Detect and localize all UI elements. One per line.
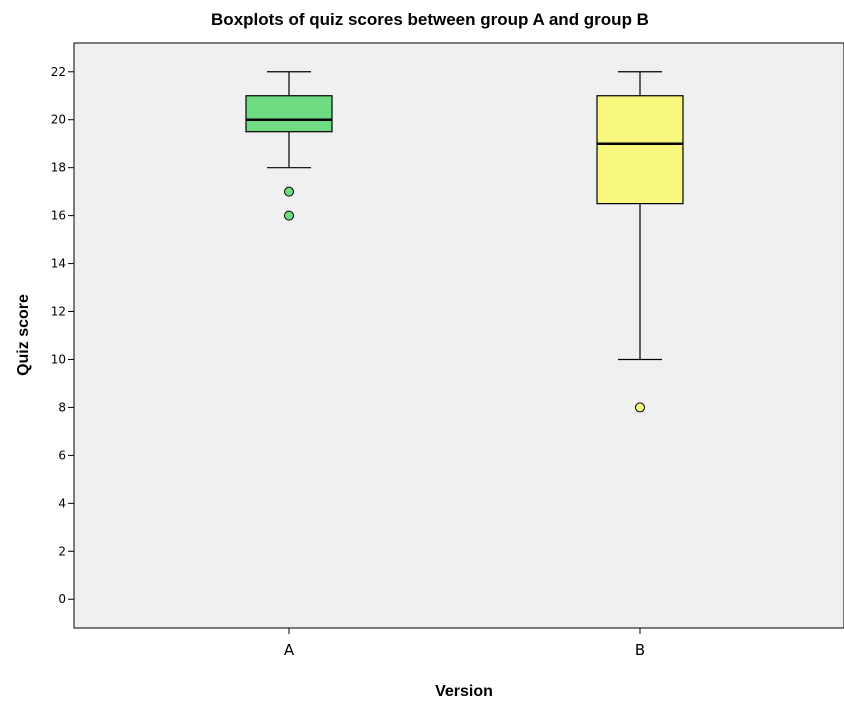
y-axis: 0 2 4 6 8 10 12 14 16 18 20 22 <box>51 65 74 606</box>
y-tick-label: 16 <box>51 209 66 223</box>
y-tick-label: 10 <box>51 352 66 366</box>
y-tick-label: 6 <box>58 448 66 462</box>
y-tick-label: 2 <box>58 544 66 558</box>
chart-title: Boxplots of quiz scores between group A … <box>211 10 649 29</box>
y-tick-label: 8 <box>58 400 66 414</box>
y-tick-label: 14 <box>51 257 66 271</box>
x-tick-label: B <box>635 641 645 659</box>
box-group-a <box>245 71 333 221</box>
boxes-layer <box>245 71 684 413</box>
y-tick-label: 22 <box>51 65 66 79</box>
x-tick-label: A <box>284 641 295 659</box>
y-tick-label: 0 <box>58 592 66 606</box>
outlier-point <box>284 186 294 197</box>
y-axis-label: Quiz score <box>15 294 32 376</box>
outlier-point <box>284 210 294 221</box>
y-tick-label: 20 <box>51 113 66 127</box>
y-tick-label: 12 <box>51 305 66 319</box>
plot-area <box>73 42 844 629</box>
y-tick-label: 4 <box>58 496 66 510</box>
x-axis-label: Version <box>435 683 493 700</box>
box-iqr <box>596 95 684 205</box>
box-group-b <box>596 71 684 413</box>
y-tick-label: 18 <box>51 161 66 175</box>
outlier-point <box>635 402 645 413</box>
box-iqr <box>245 95 333 133</box>
